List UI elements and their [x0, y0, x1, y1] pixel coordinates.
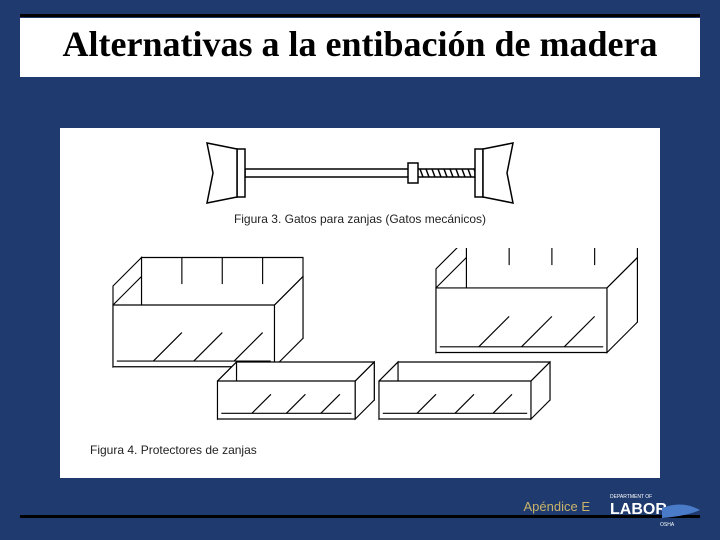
top-rule — [20, 14, 700, 17]
figure-4-caption: Figura 4. Protectores de zanjas — [90, 443, 257, 457]
logo-sub-text: OSHA — [660, 522, 675, 528]
slide: Alternativas a la entibación de madera F… — [0, 0, 720, 540]
trench-jack-diagram — [190, 138, 530, 208]
bottom-rule — [20, 515, 700, 518]
appendix-label: Apéndice E — [524, 499, 591, 514]
figure-3-caption: Figura 3. Gatos para zanjas (Gatos mecán… — [60, 212, 660, 226]
logo-top-text: DEPARTMENT OF — [610, 494, 652, 500]
slide-title: Alternativas a la entibación de madera — [40, 24, 680, 65]
title-container: Alternativas a la entibación de madera — [20, 18, 700, 77]
logo-main-text: LABOR — [610, 501, 667, 518]
labor-dept-logo: DEPARTMENT OF LABOR OSHA — [602, 488, 702, 532]
figure-area: Figura 3. Gatos para zanjas (Gatos mecán… — [60, 128, 660, 478]
logo-swoosh-icon — [662, 504, 700, 518]
trench-shields-diagram — [80, 248, 640, 438]
